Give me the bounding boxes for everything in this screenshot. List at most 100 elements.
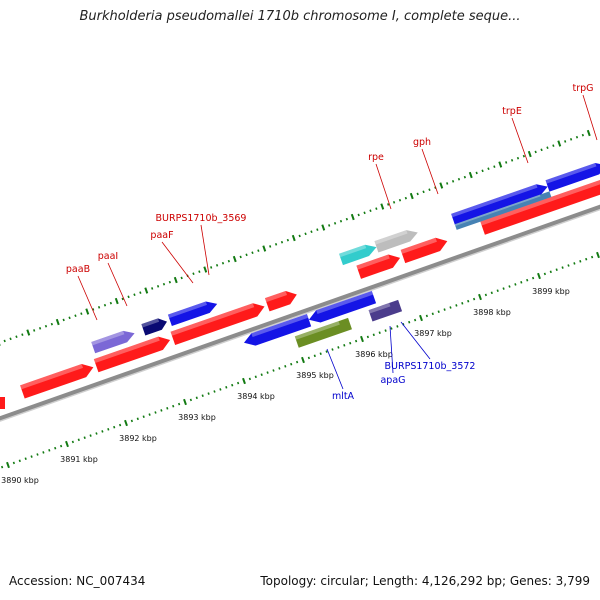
cds-forward-1[interactable] [93,333,173,373]
minor-tick [543,272,547,276]
minor-tick [451,180,455,183]
gene-trpG-highlight [545,163,597,184]
cds-reverse-1-shape[interactable] [307,290,377,326]
minor-tick [74,314,77,318]
minor-tick [526,278,529,282]
gene-paaI-shape[interactable] [141,316,169,336]
minor-tick [546,146,549,150]
minor-tick [531,276,535,280]
gene-trpE-sub-shape[interactable] [454,191,552,230]
gene-trpE-sub[interactable] [454,191,552,230]
cds-forward-1-shape[interactable] [93,333,173,373]
cds-reverse-0-shape[interactable] [242,314,312,349]
minor-tick [257,249,260,252]
feature-label-BURPS1710b_3569: BURPS1710b_3569 [156,213,247,224]
gene-paaF[interactable] [167,298,219,327]
minor-tick [585,257,588,261]
cds-forward-2[interactable] [170,300,267,346]
minor-tick [579,259,582,263]
gene-paaB[interactable] [91,328,136,354]
cds-forward-6[interactable] [480,176,600,235]
minor-tick [375,207,378,210]
gene-apaG[interactable] [368,299,403,322]
cds-reverse-0[interactable] [242,314,312,349]
major-tick [596,251,600,259]
cds-forward-6-highlight [480,179,600,226]
cds-reverse-1[interactable] [307,290,377,326]
major-tick [55,318,60,326]
major-tick [478,293,482,301]
cds-reverse-1-highlight [316,290,374,314]
minor-tick [207,392,210,395]
leader-line [582,94,598,141]
minor-tick [12,461,16,465]
cds-forward-0[interactable] [20,361,96,399]
major-tick [26,329,31,336]
minor-tick [422,190,425,194]
major-tick [360,335,364,343]
scale-tick-label: 3895 kbp [296,371,334,380]
minor-tick [30,455,33,458]
minor-tick [487,167,490,171]
cds-forward-3-highlight [264,290,288,303]
minor-tick [54,446,57,450]
minor-tick [540,148,543,152]
gene-trpG[interactable] [545,160,600,192]
minor-tick [109,301,112,305]
feature-label-paaB: paaB [66,264,90,275]
gene-mltA[interactable] [294,317,352,348]
minor-tick [431,312,434,316]
minor-tick [248,377,252,381]
minor-tick [210,266,213,269]
minor-tick [481,169,484,173]
minor-tick [567,264,570,267]
minor-tick [266,371,269,374]
gene-gph-shape[interactable] [374,227,419,253]
minor-tick [369,209,372,213]
minor-tick [457,177,461,181]
gene-paaF-shape[interactable] [167,298,219,327]
cds-forward-3[interactable] [264,288,299,312]
cds-partial-left[interactable] [0,397,5,409]
leader-line [421,148,439,195]
feature-label-BURPS1710b_3572: BURPS1710b_3572 [385,361,476,372]
cds-forward-4-shape[interactable] [356,251,402,279]
minor-tick [505,161,508,164]
cds-forward-0-shape[interactable] [20,361,96,399]
cds-forward-6-shape[interactable] [480,176,600,235]
minor-tick [133,293,136,297]
major-tick [321,224,326,231]
cds-forward-5[interactable] [400,234,450,264]
minor-tick [508,285,511,288]
cds-forward-2-shape[interactable] [170,300,267,346]
scale-tick-label: 3890 kbp [1,476,39,485]
scale-tick-label: 3892 kbp [119,434,157,443]
gene-apaG-shape[interactable] [368,299,403,322]
cds-forward-5-shape[interactable] [400,234,450,264]
gene-apaG-highlight [368,302,391,314]
gene-mltA-shape[interactable] [294,317,352,348]
leader-line [107,262,128,307]
cds-forward-4[interactable] [356,251,402,279]
gene-paaI[interactable] [141,316,169,336]
minor-tick [269,245,272,248]
minor-tick [162,282,166,286]
gene-rpe-shape[interactable] [339,241,378,266]
minor-tick [239,255,242,259]
cds-forward-3-shape[interactable] [264,288,299,312]
minor-tick [195,396,198,400]
minor-tick [180,276,183,280]
feature-label-gph: gph [413,137,431,148]
gene-rpe[interactable] [339,241,378,266]
minor-tick [463,175,466,179]
minor-tick [581,133,584,137]
gene-trpE[interactable] [451,181,550,226]
gene-trpE-shape[interactable] [451,181,550,226]
minor-tick [319,352,322,356]
gene-trpG-shape[interactable] [545,160,600,192]
gene-paaB-shape[interactable] [91,328,136,354]
minor-tick [95,432,98,435]
gene-gph[interactable] [374,227,419,253]
minor-tick [3,339,6,343]
